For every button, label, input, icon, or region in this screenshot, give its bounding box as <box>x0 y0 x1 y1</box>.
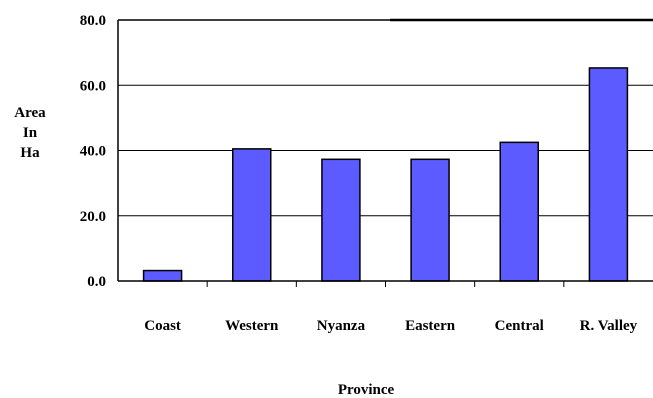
y-axis-title-line-1: Area <box>14 105 46 121</box>
y-tick-labels: 0.0 20.0 40.0 60.0 80.0 <box>80 13 106 290</box>
bar-nyanza <box>321 158 361 282</box>
x-tick-label: Western <box>225 318 279 334</box>
x-axis-title: Province <box>338 382 395 398</box>
x-tick-label: R. Valley <box>580 318 638 334</box>
x-tick-label: Eastern <box>405 318 456 334</box>
bar-eastern <box>410 158 450 282</box>
bar-coast <box>142 269 183 282</box>
y-axis-title-line-2: In <box>23 125 38 141</box>
y-tick-label: 0.0 <box>87 274 106 290</box>
y-tick-label: 80.0 <box>80 13 106 29</box>
gridlines <box>118 18 653 217</box>
x-tick-label: Central <box>495 318 544 334</box>
y-axis-title-line-3: Ha <box>20 145 40 161</box>
bar-central <box>499 141 539 282</box>
bars <box>142 67 629 282</box>
bar-western <box>232 148 272 282</box>
y-tick-label: 60.0 <box>80 78 106 94</box>
x-tick-label: Coast <box>144 318 181 334</box>
y-tick-label: 20.0 <box>80 209 106 225</box>
x-tick-label: Nyanza <box>317 318 366 334</box>
x-tick-marks <box>206 281 565 287</box>
y-tick-label: 40.0 <box>80 144 106 160</box>
x-tick-labels: Coast Western Nyanza Eastern Central R. Valle… <box>144 318 637 334</box>
bar-r-valley <box>588 67 629 282</box>
